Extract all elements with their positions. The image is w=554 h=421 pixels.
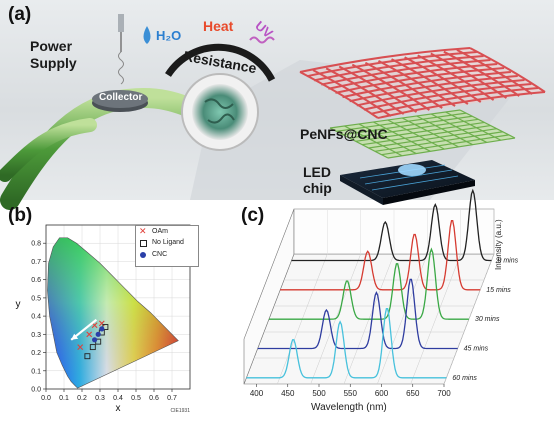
cnc-point: [95, 331, 101, 337]
y-tick-label: 0.5: [31, 295, 41, 302]
x-tick-label: 600: [375, 389, 389, 398]
y-tick-label: 0.6: [31, 277, 41, 284]
fiber-core: [192, 84, 248, 140]
heat-label: Heat: [203, 18, 234, 34]
x-tick-label: 0.2: [77, 395, 87, 402]
cnc-point: [92, 337, 98, 343]
arrow-head: [71, 333, 79, 340]
wavelength-ticks: 400 450 500 550 600 650 700: [250, 384, 451, 398]
x-tick-label: 400: [250, 389, 264, 398]
x-tick-label: 0.3: [95, 395, 105, 402]
spectrum-line: [257, 278, 458, 350]
y-tick-label: 0.4: [31, 314, 41, 321]
spectrum-line: [291, 188, 492, 262]
cie-footer: CIE1931: [171, 408, 191, 414]
wavelength-axis-label: Wavelength (nm): [311, 402, 387, 413]
pl-spectra-3d-chart: 400 450 500 550 600 650 700 0 mins 15 mins 30 mi…: [243, 188, 519, 398]
spectra-curves: [246, 188, 492, 379]
time-label: 15 mins: [486, 287, 511, 294]
legend-noligand-marker: [140, 240, 147, 247]
spectrum-line: [268, 247, 469, 320]
legend-oam-label: OAm: [152, 228, 168, 235]
floor-gridline: [377, 253, 428, 385]
floor-gridline: [443, 253, 495, 385]
chart-b-legend: ✕ OAm No Ligand CNC: [135, 225, 199, 267]
x-tick-label: 0.7: [167, 395, 177, 402]
y-tick-label: 0.0: [31, 387, 41, 394]
syringe-needle: [118, 14, 124, 32]
intensity-axis-label: Intensity (a.u.): [494, 219, 503, 270]
time-label: 60 mins: [452, 375, 477, 382]
panel-a-label: (a): [8, 4, 32, 25]
x-tick-label: 0.0: [41, 395, 51, 402]
jet-spiral: [118, 51, 124, 85]
noligand-point: [84, 353, 91, 360]
x-tick-label: 0.6: [149, 395, 159, 402]
panel-b-label: (b): [8, 205, 33, 226]
cnc-point: [99, 326, 105, 332]
cie-chromaticity-chart: 0.0 0.1 0.2 0.3 0.4 0.5 0.6 0.7 0.0 0.1 0.2 0.3 0.4 0…: [16, 224, 191, 414]
spectrum-line: [246, 308, 447, 379]
oam-point: [98, 320, 105, 327]
y-axis-label: y: [16, 299, 21, 310]
y-tick-label: 0.7: [31, 259, 41, 266]
x-tick-label: 550: [344, 389, 358, 398]
floor-gridline: [410, 253, 461, 385]
3d-frame: [243, 208, 495, 385]
power-supply-label: Power Supply: [30, 38, 77, 71]
x-tick-label: 0.1: [59, 395, 69, 402]
x-tick-label: 0.5: [131, 395, 141, 402]
legend-cnc-marker: [140, 252, 146, 258]
uv-wave-icon: [249, 36, 275, 44]
y-tick-label: 0.1: [31, 368, 41, 375]
time-label: 45 mins: [464, 345, 489, 352]
x-tick-label: 650: [406, 389, 420, 398]
y-tick-label: 0.3: [31, 332, 41, 339]
y-tick-label: 0.2: [31, 350, 41, 357]
spectrum-line: [280, 220, 481, 291]
led-chip-label: LED chip: [303, 164, 332, 196]
collector-label: Collector: [99, 92, 143, 103]
x-axis-label: x: [116, 403, 121, 414]
oam-point: [86, 331, 93, 338]
x-tick-label: 0.4: [113, 395, 123, 402]
resistance-arc: [165, 43, 276, 82]
legend-cnc-label: CNC: [152, 251, 168, 258]
oam-point: [77, 344, 84, 350]
plot-axes: 0.0 0.1 0.2 0.3 0.4 0.5 0.6 0.7 0.0 0.1 0.2 0.3 0.4 0…: [16, 224, 191, 414]
polymer-mesh-layer: [299, 47, 546, 119]
nanofiber-cable-2: [0, 118, 97, 182]
x-tick-label: 500: [312, 389, 326, 398]
panel-c-label: (c): [241, 205, 265, 226]
led-chip: [340, 160, 475, 205]
electrospinning-schematic: [0, 14, 546, 210]
penfs-label: PeNFs@CNC: [300, 126, 388, 142]
spectral-locus: [47, 237, 179, 389]
noligand-point: [89, 344, 96, 351]
y-tick-label: 0.8: [31, 241, 41, 248]
x-tick-label: 700: [437, 389, 451, 398]
data-points: [77, 320, 109, 360]
h2o-label: H₂O: [156, 28, 182, 43]
shift-arrow: [70, 318, 98, 341]
x-tick-label: 450: [281, 389, 295, 398]
time-label: 0 mins: [498, 258, 519, 265]
time-label: 30 mins: [475, 316, 500, 323]
legend-oam-marker: ✕: [139, 227, 147, 237]
time-labels: 0 mins 15 mins 30 mins 45 mins 60 mins: [452, 258, 518, 382]
legend-noligand-label: No Ligand: [152, 239, 184, 246]
water-drop-icon: [143, 26, 151, 44]
